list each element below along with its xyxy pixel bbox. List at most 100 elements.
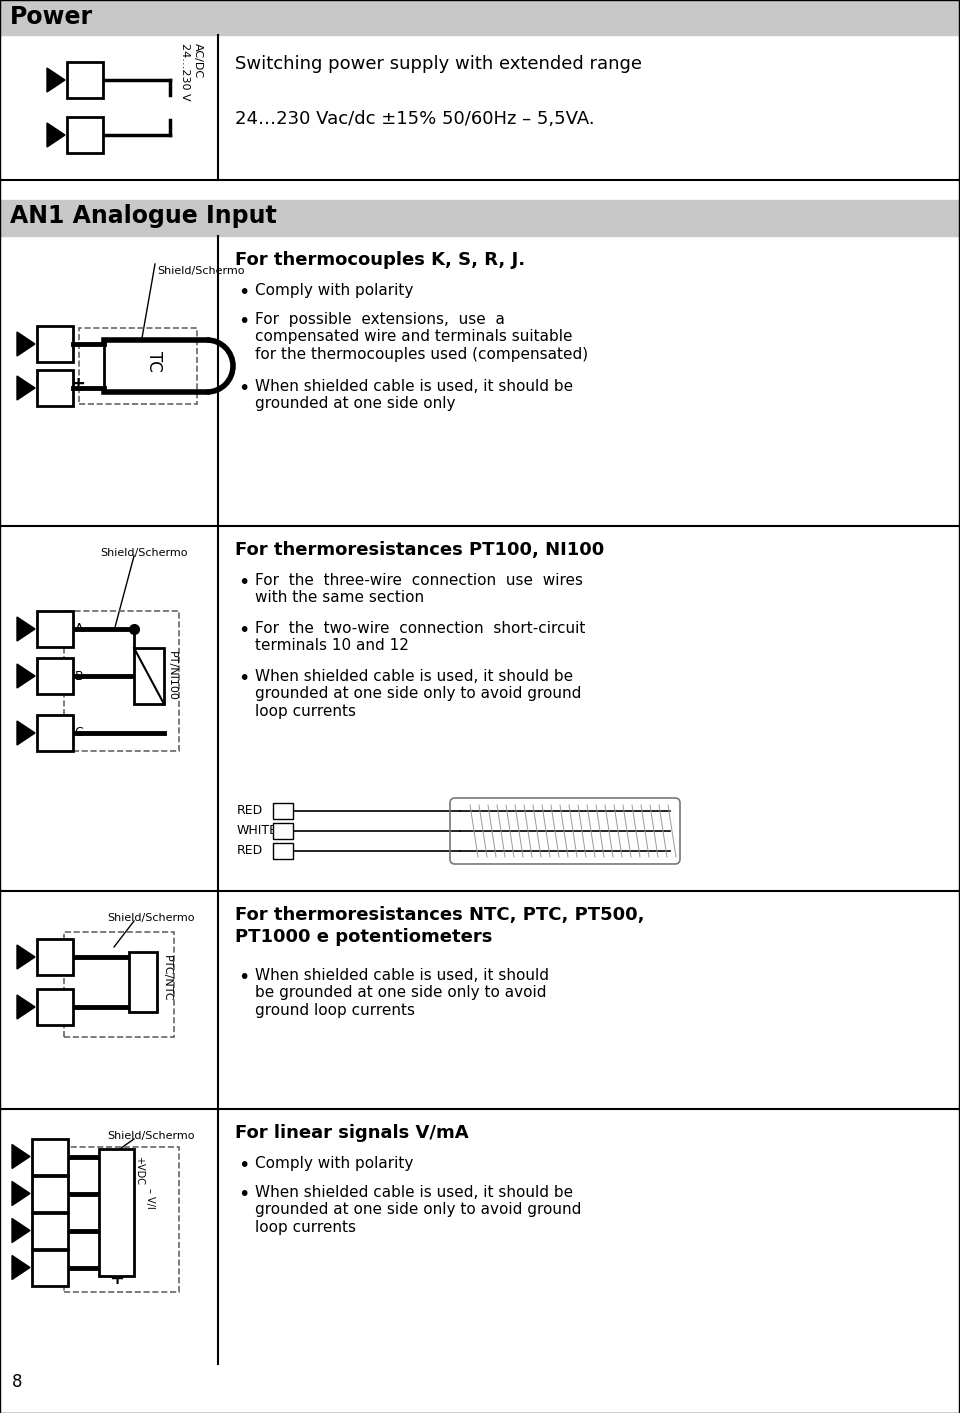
Text: RED: RED [237,845,263,858]
Text: When shielded cable is used, it should be
grounded at one side only: When shielded cable is used, it should b… [255,379,573,411]
Text: Shield/Schermo: Shield/Schermo [108,913,195,923]
Text: 12: 12 [276,846,290,856]
Text: •: • [238,620,250,640]
Bar [0,0,960,35]
Text: •: • [238,668,250,688]
Text: For  the  two-wire  connection  short-circuit
terminals 10 and 12: For the two-wire connection short-circui… [255,620,586,653]
Text: PT1000 e potentiometers: PT1000 e potentiometers [235,928,492,945]
Text: 8: 8 [12,1373,22,1390]
Text: Comply with polarity: Comply with polarity [255,1156,414,1171]
Text: C: C [75,726,84,739]
Text: 10: 10 [47,947,62,968]
Text: B: B [75,670,84,682]
Text: +: + [109,1270,124,1289]
Bar [0,201,960,236]
Text: 1: 1 [78,75,92,85]
Bar [32,1249,68,1286]
Text: 24…230 Vac/dc ±15% 50/60Hz – 5,5VA.: 24…230 Vac/dc ±15% 50/60Hz – 5,5VA. [235,110,594,129]
Text: 11: 11 [47,996,62,1017]
Bar [99,1149,134,1276]
Text: PT/NI100: PT/NI100 [167,651,177,701]
Text: When shielded cable is used, it should be
grounded at one side only to avoid gro: When shielded cable is used, it should b… [255,668,582,719]
Text: Power: Power [10,6,93,30]
Polygon shape [17,332,35,356]
Text: Shield/Schermo: Shield/Schermo [157,266,245,276]
Text: When shielded cable is used, it should
be grounded at one side only to avoid
gro: When shielded cable is used, it should b… [255,968,549,1017]
Text: PTC/NTC: PTC/NTC [162,955,172,1002]
Text: •: • [238,574,250,592]
Polygon shape [17,376,35,400]
Text: 12: 12 [47,377,62,398]
Text: 24…230 V: 24…230 V [180,42,190,100]
Bar [64,1146,179,1291]
Text: Comply with polarity: Comply with polarity [255,283,414,298]
Text: WHITE: WHITE [237,825,278,838]
Text: AC/DC: AC/DC [193,42,203,78]
Bar [37,989,73,1024]
Text: 12: 12 [47,722,62,743]
Text: 11: 11 [42,1219,58,1241]
Bar [67,62,103,97]
Bar [273,822,293,839]
Polygon shape [12,1145,30,1169]
Bar [32,1212,68,1249]
Text: – V/I: – V/I [145,1188,155,1210]
Text: •: • [238,379,250,398]
Text: A: A [75,623,84,636]
Text: •: • [238,968,250,988]
Text: For thermoresistances NTC, PTC, PT500,: For thermoresistances NTC, PTC, PT500, [235,906,644,924]
Text: +: + [70,374,85,393]
Bar [64,610,179,750]
Bar [37,715,73,750]
Text: 11: 11 [47,666,62,687]
Polygon shape [47,68,65,92]
Polygon shape [12,1256,30,1280]
Text: 10: 10 [42,1183,58,1204]
Bar [64,933,174,1037]
Text: 9: 9 [42,1152,58,1161]
Text: •: • [238,1186,250,1204]
Polygon shape [17,721,35,745]
Text: 10: 10 [276,805,290,815]
Bar [273,803,293,820]
Bar [273,844,293,859]
Text: 2: 2 [78,130,92,140]
Text: +VDC: +VDC [134,1156,144,1186]
Polygon shape [17,617,35,642]
Text: When shielded cable is used, it should be
grounded at one side only to avoid gro: When shielded cable is used, it should b… [255,1186,582,1235]
Text: TC: TC [145,350,163,372]
Text: Switching power supply with extended range: Switching power supply with extended ran… [235,55,642,73]
Text: For thermoresistances PT100, NI100: For thermoresistances PT100, NI100 [235,541,604,560]
Text: For linear signals V/mA: For linear signals V/mA [235,1123,468,1142]
Text: For thermocouples K, S, R, J.: For thermocouples K, S, R, J. [235,252,525,268]
Polygon shape [47,123,65,147]
Bar [37,610,73,647]
Bar [67,117,103,153]
Text: AN1 Analogue Input: AN1 Analogue Input [10,203,276,227]
Text: •: • [238,283,250,302]
Text: 10: 10 [47,619,62,640]
Polygon shape [17,995,35,1019]
Bar [37,326,73,362]
Bar [37,658,73,694]
Text: •: • [238,1156,250,1176]
Bar [32,1176,68,1211]
Polygon shape [12,1218,30,1242]
Text: •: • [238,312,250,331]
Polygon shape [17,664,35,688]
Bar [37,940,73,975]
Text: Shield/Schermo: Shield/Schermo [100,548,188,558]
Text: For  the  three-wire  connection  use  wires
with the same section: For the three-wire connection use wires … [255,574,583,605]
Bar [79,328,197,404]
Bar [37,370,73,406]
Text: 11: 11 [276,827,290,836]
Text: 12: 12 [42,1258,58,1279]
Bar [32,1139,68,1174]
Text: 11: 11 [47,333,62,355]
Text: Shield/Schermo: Shield/Schermo [108,1130,195,1142]
Bar [134,649,164,704]
Polygon shape [12,1181,30,1205]
Polygon shape [17,945,35,969]
Bar [129,952,157,1012]
Text: RED: RED [237,804,263,818]
